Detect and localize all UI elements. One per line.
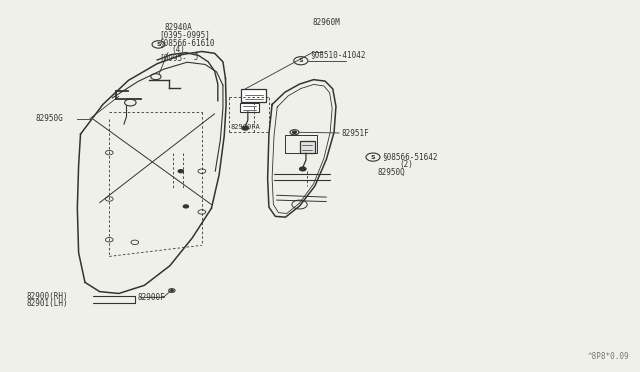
Text: 82951F: 82951F (342, 128, 369, 138)
Text: [0395-0995]: [0395-0995] (159, 30, 210, 39)
Text: 82950Q: 82950Q (378, 168, 405, 177)
Text: (2): (2) (399, 160, 413, 169)
Circle shape (292, 131, 296, 134)
Circle shape (242, 126, 248, 130)
Text: J: J (193, 53, 198, 62)
Text: 82940A: 82940A (165, 23, 193, 32)
Circle shape (300, 167, 306, 171)
Text: S: S (156, 42, 161, 47)
Text: §08510-41042: §08510-41042 (310, 50, 365, 59)
Text: 82900F: 82900F (138, 293, 165, 302)
Text: 82950G: 82950G (35, 114, 63, 123)
Text: 82900FA: 82900FA (230, 124, 260, 130)
Text: 82901(LH): 82901(LH) (26, 299, 68, 308)
Circle shape (178, 170, 183, 173)
Circle shape (183, 205, 188, 208)
Circle shape (171, 290, 173, 291)
Text: ^8P8*0.09: ^8P8*0.09 (588, 352, 630, 361)
Text: 82900(RH): 82900(RH) (26, 292, 68, 301)
Text: 82960M: 82960M (313, 18, 340, 27)
Text: S: S (371, 155, 375, 160)
Text: §08566-61610: §08566-61610 (159, 38, 214, 47)
Text: S: S (298, 58, 303, 63)
FancyBboxPatch shape (240, 103, 259, 112)
Text: §08566-51642: §08566-51642 (383, 153, 438, 161)
Text: (4): (4) (172, 45, 186, 54)
FancyBboxPatch shape (300, 141, 315, 153)
FancyBboxPatch shape (241, 89, 266, 102)
Text: [0995-: [0995- (159, 53, 187, 62)
